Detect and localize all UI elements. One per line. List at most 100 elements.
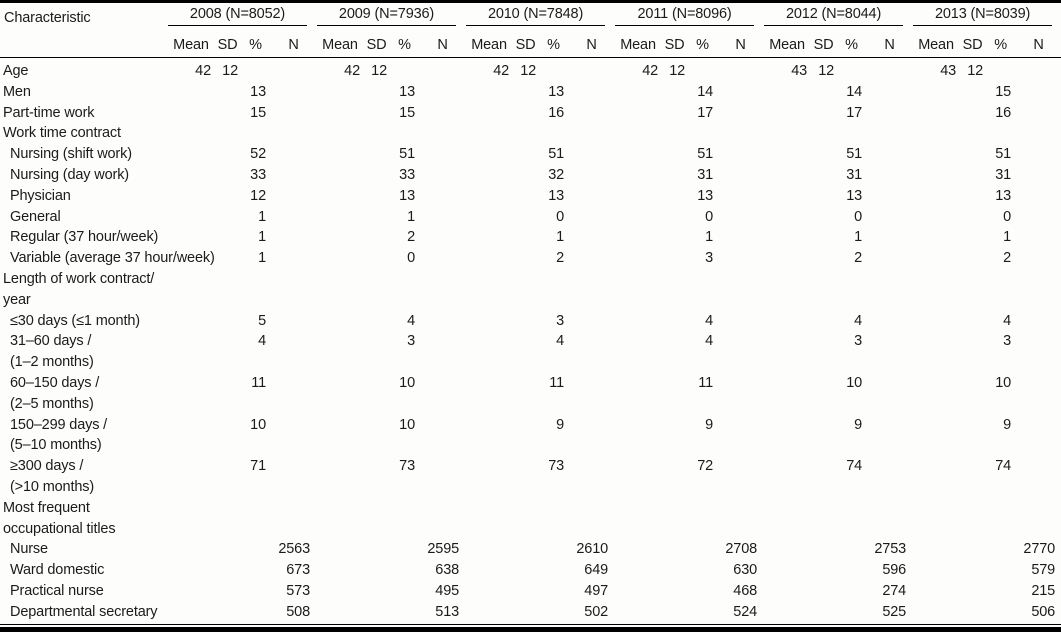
year-group-label: 2011 (N=8096) [615,6,755,26]
cell-sd [661,82,688,103]
cell-n [717,144,764,165]
cell-sd [214,373,241,415]
cell-n [717,165,764,186]
cell-n [568,373,615,415]
cell-pct: 12 [250,187,266,204]
row-label-line: Nursing (shift work) [10,146,132,163]
cell-n [1015,103,1061,124]
cell-sd [810,103,837,124]
cell-pct: 9 [1003,416,1012,433]
cell-sd [512,560,539,581]
cell-pct: 16 [548,104,565,121]
row-label-line: General [10,208,61,225]
cell-n [866,165,913,186]
cell-mean [466,144,512,165]
subheader-pct: % [837,30,867,58]
cell-sd [959,498,986,540]
row-label: Nursing (day work) [0,165,168,186]
cell-n [568,498,615,540]
cell-mean [913,415,959,457]
cell-pct [837,58,866,82]
cell-pct: 11 [251,374,266,391]
cell-n [1015,58,1061,82]
cell-sd [214,227,241,248]
subheader-sd: SD [810,30,838,58]
table-row: Nursing (shift work) 52 51 51 51 51 51 [0,144,1061,165]
cell-mean [466,227,512,248]
cell-mean [913,186,959,207]
row-label-line: Departmental secretary [10,603,158,620]
cell-mean [913,103,959,124]
cell-mean [913,456,959,498]
cell-mean [913,207,959,228]
cell-n: 2708 [725,541,758,558]
cell-sd [810,601,838,625]
cell-sd [214,539,241,560]
row-label-line: Physician [10,187,71,204]
cell-pct [986,123,1015,144]
cell-sd [661,165,688,186]
cell-sd [512,331,539,373]
cell-n: 2770 [1023,541,1056,558]
cell-sd [810,539,837,560]
cell-sd [661,415,688,457]
cell-n [419,186,466,207]
cell-sd [810,581,837,602]
cell-mean [168,123,214,144]
cell-pct: 72 [697,458,714,475]
cell-mean [466,560,512,581]
cell-sd [214,560,241,581]
cell-sd [214,269,241,311]
cell-pct: 15 [250,104,266,121]
cell-sd [214,103,241,124]
row-label: Nurse [0,539,168,560]
year-group-header: 2009 (N=7936) [317,4,466,30]
row-label-line: ≥300 days / [10,458,84,475]
cell-n [1015,311,1061,332]
cell-pct: 33 [250,166,266,183]
subheader-sd: SD [512,30,540,58]
cell-n [568,207,615,228]
cell-n [866,456,913,498]
cell-n: 638 [435,562,460,579]
cell-pct: 3 [1003,333,1012,350]
cell-pct: 1 [258,229,266,246]
subheader-mean: Mean [168,30,214,58]
cell-mean [764,498,810,540]
cell-n [419,82,466,103]
cell-sd [661,123,688,144]
table-row: ≤30 days (≤1 month) 5 4 3 4 4 4 [0,311,1061,332]
cell-pct: 9 [705,416,714,433]
cell-sd [810,373,837,415]
cell-pct [241,269,270,311]
row-label-line: Men [3,83,31,100]
table-row: Practical nurse 573 495 497 468 274 215 [0,581,1061,602]
table-row: 31–60 days / (1–2 months) 4 3 4 4 3 3 [0,331,1061,373]
year-group-label: 2008 (N=8052) [168,6,308,26]
cell-n: 468 [733,582,758,599]
row-label: 150–299 days / (5–10 months) [0,415,168,457]
row-label-line: Most frequent [3,499,90,516]
cell-sd [959,144,986,165]
cell-sd [959,581,986,602]
cell-n [270,123,317,144]
cell-n [419,207,466,228]
cell-mean [764,186,810,207]
cell-mean [764,581,810,602]
table-row: Departmental secretary 508 513 502 524 525 506 [0,601,1061,625]
cell-pct [241,539,270,560]
cell-n [270,456,317,498]
row-label: Departmental secretary [0,601,168,625]
cell-sd [363,82,390,103]
cell-mean [317,581,363,602]
cell-mean [764,601,811,625]
cell-mean [317,207,363,228]
cell-sd [363,456,390,498]
cell-pct: 10 [995,374,1012,391]
cell-n [568,311,615,332]
cell-sd [214,144,241,165]
cell-sd [661,248,688,269]
cell-pct: 33 [399,166,416,183]
cell-sd [512,539,539,560]
cell-n [270,165,317,186]
